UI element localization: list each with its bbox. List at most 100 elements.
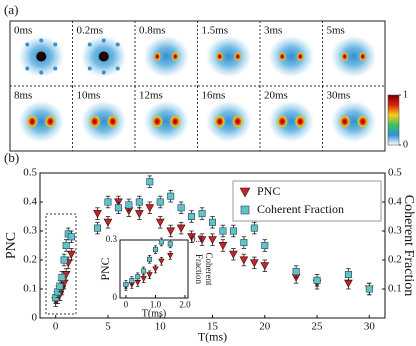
- data-point: [166, 227, 176, 236]
- data-point: [156, 198, 164, 206]
- panel-label: (a): [4, 2, 18, 17]
- y-tick-label: 0.3: [23, 225, 37, 237]
- y2-axis-label: Coherent: [204, 253, 214, 286]
- data-point: [103, 218, 113, 227]
- y-tick-label: 0.5: [23, 167, 37, 179]
- atom-cloud: [329, 99, 378, 144]
- frame-label: 8ms: [14, 90, 32, 102]
- hot-spot: [215, 51, 224, 62]
- data-point: [147, 256, 153, 262]
- data-point: [187, 233, 196, 242]
- satellite-peak: [53, 42, 58, 47]
- legend-marker: [240, 205, 250, 215]
- data-point: [250, 224, 258, 232]
- satellite-peak: [87, 66, 92, 71]
- y2-tick-label: 0.4: [388, 196, 402, 208]
- data-point: [152, 266, 159, 273]
- satellite-peak: [115, 66, 120, 71]
- data-point: [209, 218, 217, 226]
- hot-spot: [171, 51, 180, 62]
- satellite-peak: [25, 42, 30, 47]
- data-point: [152, 247, 158, 253]
- data-point: [292, 268, 300, 276]
- hot-spot: [356, 114, 369, 129]
- satellite-peak: [87, 42, 92, 47]
- y-axis-label: PNC: [4, 232, 19, 259]
- y-tick-label: 0: [32, 312, 38, 324]
- hot-spot: [169, 114, 182, 129]
- data-point: [94, 224, 102, 232]
- hot-spot: [26, 114, 39, 129]
- data-point: [123, 281, 129, 287]
- satellite-peak: [101, 38, 106, 43]
- data-point: [229, 227, 237, 235]
- y2-tick-label: 0.1: [388, 283, 402, 295]
- data-point: [134, 210, 144, 219]
- data-point: [146, 272, 153, 279]
- data-point: [104, 198, 112, 206]
- data-point: [313, 276, 321, 284]
- y2-tick-label: 0.3: [191, 234, 203, 244]
- data-point: [260, 262, 270, 271]
- hot-spot: [294, 114, 307, 129]
- data-point: [239, 256, 249, 265]
- data-point: [219, 227, 227, 235]
- zoom-region: [45, 213, 77, 315]
- hot-spot: [151, 114, 164, 129]
- hot-spot: [233, 51, 242, 62]
- satellite-peak: [25, 66, 30, 71]
- data-point: [145, 204, 155, 213]
- data-point: [56, 282, 64, 290]
- hot-spot: [44, 114, 57, 129]
- hot-spot: [278, 51, 287, 62]
- data-point: [240, 239, 248, 247]
- frame-label: 3ms: [264, 25, 282, 37]
- data-point: [67, 233, 75, 241]
- data-point: [229, 250, 238, 259]
- satellite-peak: [39, 70, 44, 75]
- y-tick-label: 0.3: [106, 234, 118, 244]
- x-tick-label: 10: [155, 320, 167, 332]
- data-point: [129, 278, 135, 284]
- hot-spot: [153, 51, 162, 62]
- atom-cloud: [204, 34, 253, 79]
- data-point: [140, 276, 147, 282]
- hot-spot: [88, 114, 101, 129]
- condensate-peak: [36, 51, 47, 62]
- satellite-peak: [101, 70, 106, 75]
- frame-label: 0.2ms: [77, 25, 104, 37]
- atom-cloud: [142, 34, 191, 79]
- x-tick-label: 30: [364, 320, 376, 332]
- y-tick-label: 0.4: [23, 196, 37, 208]
- data-point: [58, 273, 66, 281]
- y-tick-label: 0: [113, 292, 118, 302]
- data-point: [141, 268, 147, 274]
- legend-label: PNC: [257, 184, 280, 198]
- y2-axis-label: Fraction: [194, 254, 204, 284]
- data-point: [365, 285, 373, 293]
- panel-label: (b): [4, 150, 19, 165]
- hot-spot: [340, 51, 349, 62]
- x-tick-label: 5: [105, 320, 111, 332]
- data-point: [135, 274, 141, 280]
- data-point: [208, 236, 217, 245]
- data-point: [125, 201, 133, 209]
- atom-cloud: [204, 99, 253, 144]
- data-point: [261, 242, 269, 250]
- satellite-peak: [115, 42, 120, 47]
- legend-marker: [239, 187, 251, 198]
- data-point: [158, 258, 165, 265]
- data-point: [155, 218, 165, 227]
- hot-spot: [296, 51, 305, 62]
- data-point: [198, 210, 206, 218]
- x-tick-label: 20: [259, 320, 271, 332]
- data-point: [60, 256, 68, 264]
- frame-label: 20ms: [264, 90, 288, 102]
- data-point: [62, 242, 70, 250]
- y-axis-label: PNC: [98, 257, 112, 280]
- frame-label: 12ms: [139, 90, 163, 102]
- data-point: [249, 259, 259, 268]
- hot-spot: [276, 114, 289, 129]
- y2-tick-label: 0.5: [388, 167, 402, 179]
